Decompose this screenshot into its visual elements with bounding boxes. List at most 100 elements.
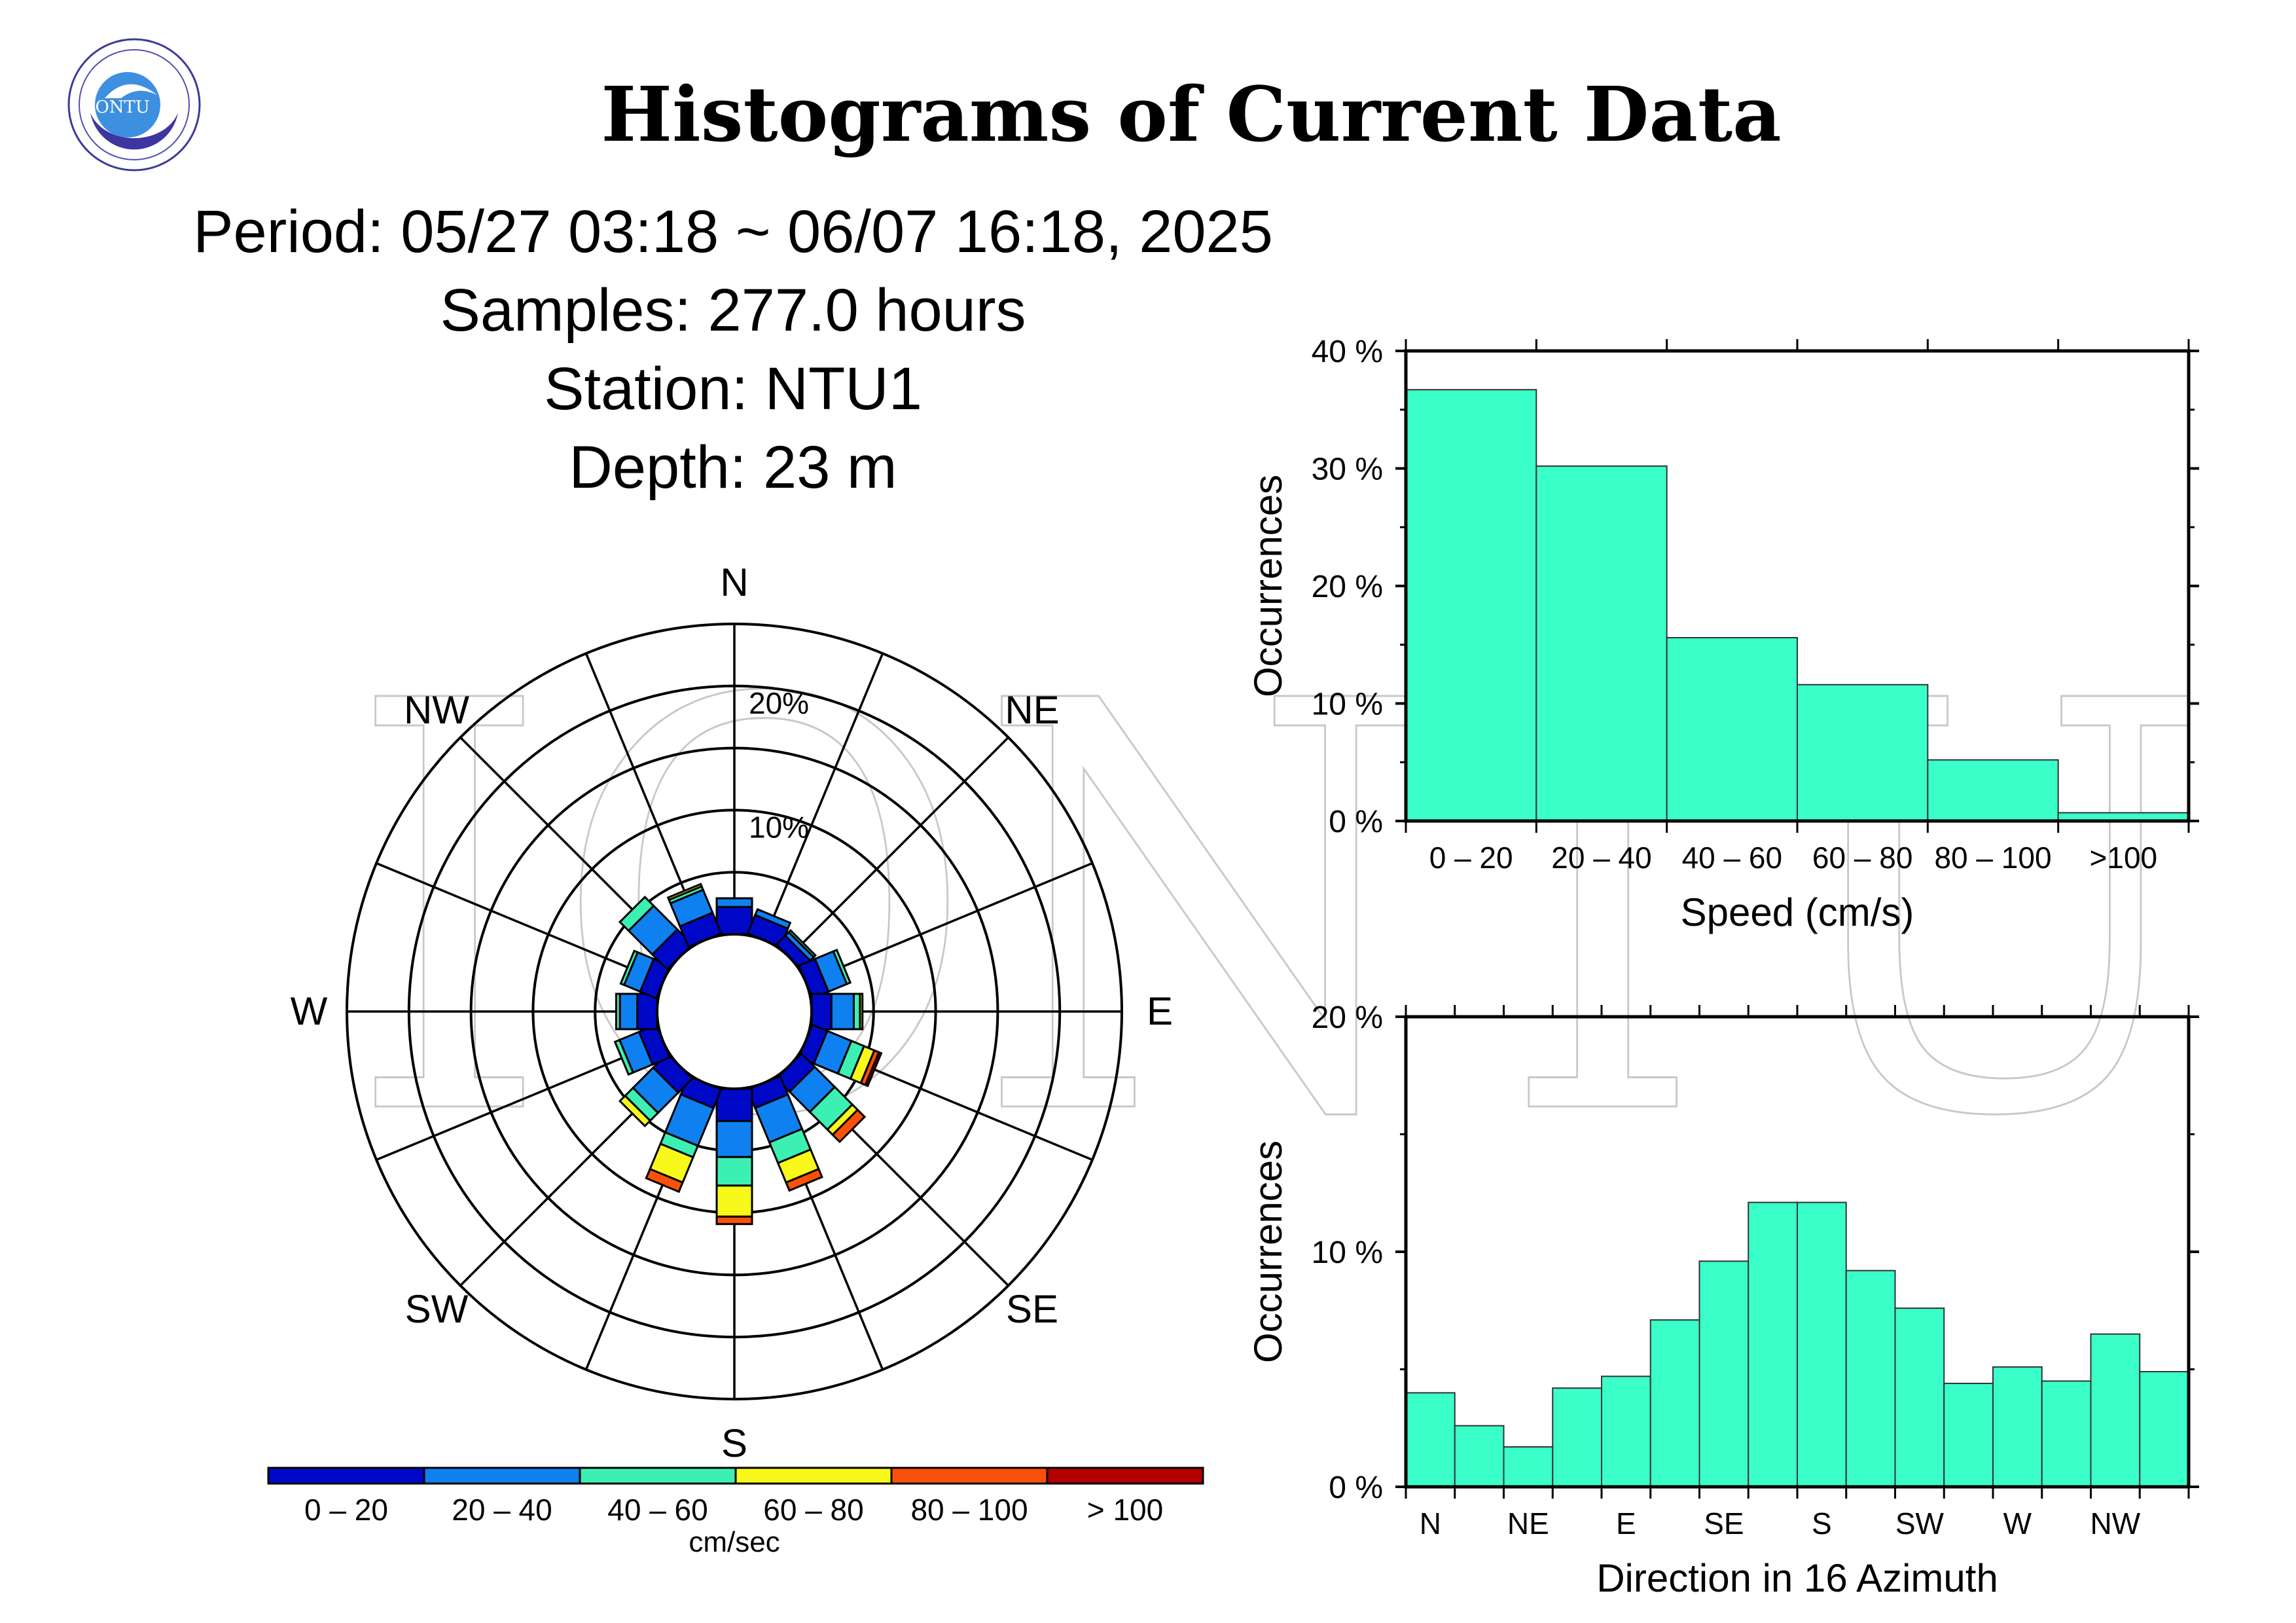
x-tick-label: >100 — [2090, 841, 2158, 875]
x-tick-label: S — [1812, 1506, 1832, 1541]
station-text: Station: NTU1 — [544, 356, 922, 422]
logo-text: IONTU — [88, 98, 150, 117]
rose-segment — [787, 928, 817, 959]
y-tick-label: 10 % — [1312, 1235, 1383, 1270]
rose-segment — [831, 1108, 867, 1144]
hist-bar — [1666, 636, 1799, 822]
x-tick-label: SE — [1704, 1506, 1744, 1541]
hist-bar — [1797, 1201, 1847, 1487]
legend-label: 60 – 80 — [763, 1493, 863, 1527]
hist-bar — [1649, 1319, 1700, 1487]
rose-ring-label-10: 10% — [749, 810, 809, 844]
rose-segment — [715, 1215, 753, 1226]
legend-unit: cm/sec — [689, 1526, 780, 1558]
y-tick-label: 0 % — [1329, 1470, 1383, 1505]
y-tick-label: 0 % — [1329, 805, 1383, 839]
compass-label-W: W — [291, 989, 328, 1033]
legend-swatch — [423, 1467, 581, 1485]
legend-label: 40 – 60 — [607, 1493, 708, 1527]
rose-segment — [810, 993, 833, 1030]
hist-bar — [1454, 1425, 1505, 1487]
y-axis-title: Occurrences — [1246, 1140, 1290, 1363]
rose-bar-E — [810, 993, 864, 1030]
x-tick-label: 0 – 20 — [1429, 841, 1513, 875]
rose-segment — [859, 993, 864, 1030]
hist-bar — [1748, 1201, 1798, 1487]
rose-bar-WNW — [619, 949, 672, 1000]
hist-bar — [1845, 1269, 1896, 1487]
rose-bar-ESE — [797, 1023, 883, 1087]
y-tick-label: 20 % — [1312, 570, 1383, 604]
x-tick-label: 80 – 100 — [1934, 841, 2051, 875]
rose-segment — [645, 1167, 684, 1194]
rose-segment — [613, 1038, 635, 1076]
rose-spoke — [376, 1040, 664, 1161]
legend-swatch — [734, 1467, 893, 1485]
rose-bar-N — [715, 897, 753, 936]
direction-histogram: 0 % 10 % 20 % N NE E SE S SW W NW Direction in 16 A… — [1246, 1000, 2199, 1600]
legend-swatch — [1046, 1467, 1204, 1485]
rose-ring-label-20: 20% — [749, 686, 809, 720]
rose-segment — [864, 1051, 883, 1087]
rose-bar-NNW — [666, 883, 723, 949]
x-tick-label: E — [1616, 1506, 1636, 1541]
compass-label-SW: SW — [405, 1287, 469, 1331]
rose-spoke — [376, 862, 664, 983]
compass-label-E: E — [1147, 989, 1173, 1033]
x-axis-title: Direction in 16 Azimuth — [1596, 1556, 1998, 1600]
rose-segment — [618, 895, 655, 932]
y-tick-label: 30 % — [1312, 452, 1383, 487]
rose-bar-SSW — [645, 1074, 723, 1194]
x-tick-label: N — [1420, 1506, 1441, 1541]
rose-segment — [715, 905, 753, 936]
rose-bar-SE — [775, 1052, 867, 1144]
compass-label-NE: NE — [1005, 688, 1059, 732]
rose-segment — [619, 949, 639, 987]
rose-bar-SW — [618, 1052, 694, 1128]
rose-segment — [715, 1156, 753, 1187]
legend-label: > 100 — [1087, 1493, 1163, 1527]
rose-bars — [613, 883, 883, 1226]
legend-swatch — [267, 1467, 425, 1485]
compass-label-NW: NW — [404, 688, 469, 732]
legend-swatch — [579, 1467, 737, 1485]
depth-text: Depth: 23 m — [569, 434, 897, 501]
page-title: Histograms of Current Data — [601, 71, 1781, 159]
rose-center — [656, 933, 813, 1090]
hist-bar — [1503, 1446, 1554, 1487]
y-axis-title: Occurrences — [1246, 475, 1290, 697]
rose-bar-SSE — [746, 1074, 823, 1192]
hist-bar — [1894, 1307, 1945, 1488]
compass-label-N: N — [720, 560, 748, 604]
rose-segment — [715, 1120, 753, 1158]
hist-bar — [1943, 1383, 1994, 1488]
speed-histogram: 0 % 10 % 20 % 30 % 40 % 0 – 20 20 – 40 40 – 60 6… — [1246, 335, 2199, 934]
x-tick-label: NW — [2090, 1506, 2141, 1541]
rose-segment — [715, 1184, 753, 1218]
hist-bar — [1992, 1366, 2043, 1487]
rose-segment — [619, 993, 639, 1030]
rose-segment — [715, 897, 753, 908]
rose-segment — [830, 993, 855, 1030]
logo-emblem: IONTU — [67, 38, 201, 172]
compass-label-S: S — [721, 1421, 747, 1465]
hist-bar — [1405, 389, 1537, 822]
x-tick-label: NE — [1507, 1506, 1549, 1541]
x-tick-label: W — [2003, 1506, 2032, 1541]
hist-bar — [2041, 1380, 2092, 1487]
compass-label-SE: SE — [1006, 1287, 1058, 1331]
rose-segment — [618, 1094, 652, 1128]
x-axis-title: Speed (cm/s) — [1681, 890, 1914, 934]
hist-bar — [1552, 1387, 1602, 1487]
rose-segment — [832, 948, 852, 985]
y-tick-label: 20 % — [1312, 1000, 1383, 1035]
period-text: Period: 05/27 03:18 ~ 06/07 16:18, 2025 — [193, 198, 1273, 265]
rose-segment — [615, 993, 621, 1030]
rose-bar-W — [615, 993, 658, 1030]
samples-text: Samples: 277.0 hours — [440, 277, 1026, 344]
y-tick-label: 10 % — [1312, 687, 1383, 722]
speed-color-legend: 0 – 20 20 – 40 40 – 60 60 – 80 80 – 100 > 100 — [267, 1467, 1204, 1527]
legend-swatch — [890, 1467, 1049, 1485]
hist-bar — [1797, 684, 1929, 822]
